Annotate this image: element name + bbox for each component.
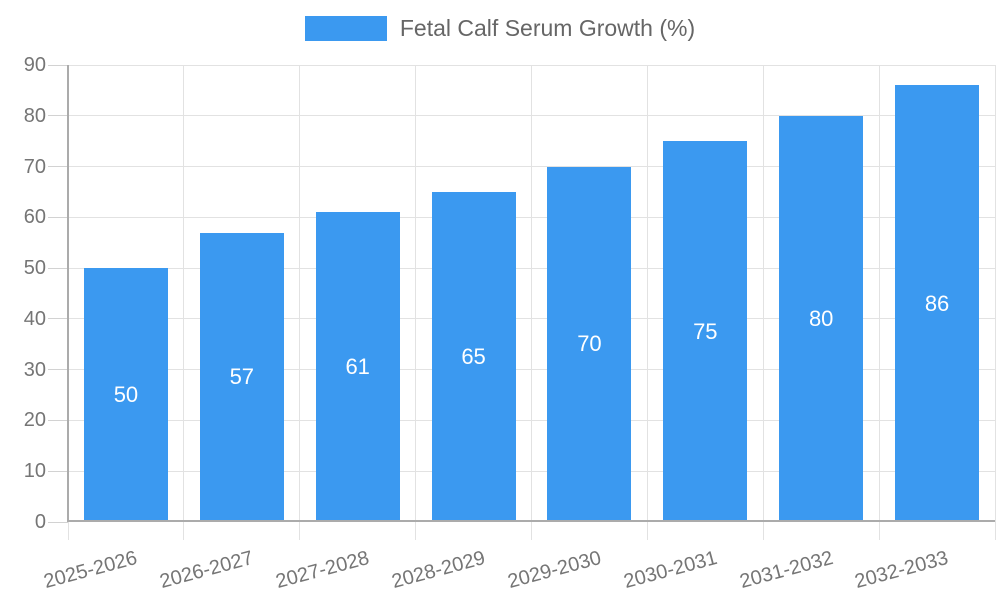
y-axis-tick-label: 70 [23,155,46,178]
y-axis-tick [48,521,68,523]
y-axis-line [67,65,69,522]
x-axis-tick-label: 2028-2029 [389,546,488,593]
legend-label: Fetal Calf Serum Growth (%) [399,15,696,41]
y-axis-tick-label: 90 [23,54,46,76]
x-gridline [646,65,648,540]
x-gridline [531,65,532,540]
y-axis-tick [48,470,68,472]
y-axis-tick-label: 0 [34,511,46,533]
y-axis-tick-label: 30 [23,358,46,381]
bar[interactable] [547,166,632,520]
x-gridline [183,65,185,540]
x-gridline [994,65,996,540]
x-gridline [299,65,301,540]
bar-value-label: 57 [229,364,255,390]
bar[interactable] [315,212,400,520]
y-axis-tick [48,216,68,218]
bar-value-label: 86 [924,290,950,316]
y-axis-tick-label: 40 [23,307,46,330]
y-axis-tick-label: 60 [23,206,46,229]
bar[interactable] [199,232,284,520]
bar-value-label: 75 [693,318,718,344]
legend-item[interactable]: Fetal Calf Serum Growth (%) [304,15,696,41]
legend-swatch-icon [304,16,387,41]
bar[interactable] [83,268,168,520]
bar[interactable] [663,141,748,520]
x-axis-line [67,520,995,522]
x-gridline [878,65,880,540]
y-axis-tick [48,369,68,371]
x-axis-tick-label: 2027-2028 [273,546,372,593]
x-axis-tick-label: 2025-2026 [41,546,140,593]
bar[interactable] [779,115,864,520]
bar[interactable] [895,85,980,520]
y-axis-tick [48,419,68,421]
y-axis-tick [48,267,68,269]
y-axis-tick [48,318,68,320]
y-axis-tick [48,166,68,168]
chart-legend: Fetal Calf Serum Growth (%) [0,16,1000,41]
bar[interactable] [431,191,516,520]
bar-value-label: 50 [113,382,139,408]
x-gridline [762,65,764,540]
y-axis-tick-label: 50 [23,257,46,280]
bar-value-label: 80 [808,305,834,331]
x-axis-tick-label: 2029-2030 [505,546,604,593]
y-axis-tick-label: 20 [23,409,46,432]
x-axis-tick-label: 2031-2032 [737,546,836,593]
bar-value-label: 65 [461,343,486,369]
y-axis-tick-label: 80 [23,104,46,127]
y-axis-tick-label: 10 [23,460,46,483]
y-axis-tick [48,64,68,66]
bar-value-label: 70 [577,331,602,357]
x-axis-tick-label: 2032-2033 [852,546,952,593]
x-gridline [415,65,417,540]
x-axis-tick-label: 2026-2027 [157,546,256,593]
bar-value-label: 61 [345,354,370,380]
y-axis-tick [48,115,68,117]
x-axis-tick-label: 2030-2031 [621,546,720,593]
